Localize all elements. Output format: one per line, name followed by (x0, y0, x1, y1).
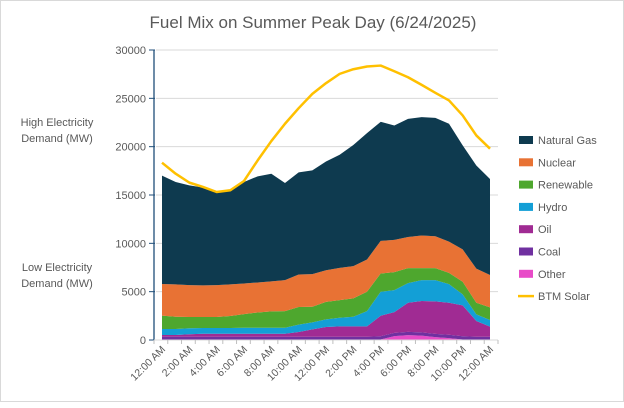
annotation-low-line1: Low Electricity (22, 262, 93, 274)
line-btm-solar (161, 64, 491, 194)
legend-swatch-renewable (519, 180, 533, 189)
y-tick-label: 15000 (115, 190, 146, 202)
x-tick-label: 12:00 AM (128, 344, 168, 384)
legend-label-coal: Coal (538, 247, 561, 259)
chart-title: Fuel Mix on Summer Peak Day (6/24/2025) (150, 13, 477, 32)
legend-swatch-nuclear (519, 158, 533, 167)
area-renewable (162, 268, 490, 329)
area-other (162, 335, 490, 340)
y-tick-label: 20000 (115, 142, 146, 154)
legend-swatch-oil (519, 225, 533, 234)
legend-swatch-other (519, 269, 533, 278)
legend-label-btm-solar: BTM Solar (538, 291, 590, 303)
legend-label-nuclear: Nuclear (538, 157, 576, 169)
legend-label-natural-gas: Natural Gas (538, 135, 597, 147)
area-hydro (162, 280, 490, 335)
legend-label-other: Other (538, 269, 566, 281)
legend-label-hydro: Hydro (538, 202, 567, 214)
y-tick-label: 25000 (115, 93, 146, 105)
area-coal (162, 331, 490, 340)
legend-label-oil: Oil (538, 224, 551, 236)
legend-label-renewable: Renewable (538, 180, 593, 192)
legend-swatch-coal (519, 247, 533, 256)
y-tick-label: 5000 (122, 287, 146, 299)
annotation-low-line2: Demand (MW) (21, 278, 93, 290)
annotation-high-line2: Demand (MW) (21, 133, 93, 145)
legend-swatch-hydro (519, 202, 533, 211)
y-tick-label: 30000 (115, 45, 146, 57)
y-tick-label: 0 (140, 335, 146, 347)
y-tick-label: 10000 (115, 238, 146, 250)
area-oil (162, 301, 490, 337)
annotation-high-line1: High Electricity (21, 117, 94, 129)
area-nuclear (162, 235, 490, 317)
area-natural-gas (162, 117, 490, 286)
legend-swatch-natural-gas (519, 136, 533, 144)
